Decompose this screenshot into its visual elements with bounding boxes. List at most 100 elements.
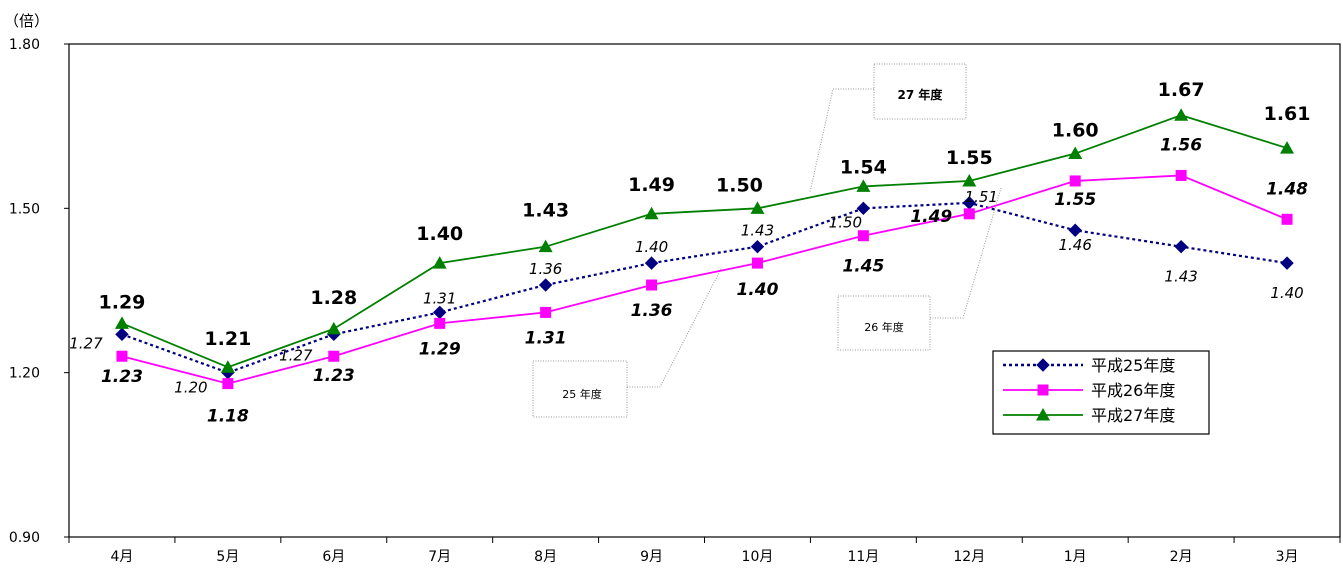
data-label-series-3: 1.29 [99, 291, 146, 313]
data-label-series-1: 1.20 [174, 379, 207, 397]
data-label-series-3: 1.50 [716, 174, 763, 196]
data-label-series-3: 1.21 [204, 328, 251, 350]
annotation-label: 27 年度 [898, 87, 944, 102]
data-label-series-2: 1.55 [1054, 190, 1096, 210]
data-label-series-2: 1.29 [419, 339, 461, 359]
data-label-series-3: 1.55 [946, 147, 993, 169]
data-label-series-3: 1.67 [1158, 79, 1205, 101]
x-tick-label: 10月 [742, 549, 774, 565]
data-label-series-2: 1.49 [910, 207, 952, 227]
marker-square [222, 378, 234, 390]
data-label-series-2: 1.18 [207, 407, 249, 427]
data-label-series-1: 1.31 [423, 289, 456, 307]
series-line-3 [121, 114, 1288, 369]
data-label-series-3: 1.28 [310, 287, 357, 309]
marker-diamond [1068, 223, 1082, 237]
annotation-box [837, 295, 931, 351]
marker-square [328, 350, 340, 362]
series-group [114, 108, 1295, 390]
data-label-series-1: 1.43 [1164, 268, 1197, 286]
y-tick-label: 1.80 [9, 37, 40, 53]
marker-square [116, 350, 128, 362]
data-label-series-1: 1.27 [279, 346, 313, 364]
data-label-series-2: 1.36 [631, 301, 673, 321]
plot-area [68, 43, 1341, 538]
y-tick-label: 0.90 [9, 530, 40, 546]
x-tick-label: 8月 [534, 549, 557, 565]
marker-diamond [1280, 256, 1294, 270]
marker-square [540, 306, 552, 318]
x-tick-label: 1月 [1064, 549, 1087, 565]
data-label-series-1: 1.27 [69, 334, 103, 352]
marker-square [1281, 213, 1293, 225]
data-label-series-3: 1.61 [1264, 103, 1311, 125]
marker-triangle [750, 201, 765, 214]
data-label-series-1: 1.51 [965, 188, 998, 206]
marker-triangle [432, 256, 447, 269]
annotation-leader-line [809, 88, 874, 193]
y-tick-label: 1.20 [9, 366, 40, 382]
x-tick-label: 2月 [1170, 549, 1193, 565]
marker-triangle [220, 360, 235, 373]
annotation-box [873, 63, 967, 120]
data-label-series-3: 1.49 [628, 174, 675, 196]
marker-triangle [1280, 141, 1295, 154]
x-tick-label: 12月 [953, 549, 985, 565]
marker-triangle [962, 173, 977, 187]
x-tick-label: 4月 [110, 549, 133, 565]
legend-label-1: 平成25年度 [1091, 356, 1175, 375]
series-line-1 [121, 201, 1288, 374]
data-label-series-3: 1.60 [1052, 120, 1099, 142]
marker-triangle [538, 239, 553, 253]
series-line-2 [121, 174, 1288, 385]
x-tick-label: 7月 [428, 549, 451, 565]
x-tick-label: 9月 [640, 549, 663, 565]
annotation-leader-line [627, 266, 723, 388]
marker-triangle [1036, 408, 1050, 421]
marker-triangle [326, 321, 341, 335]
marker-square [646, 279, 658, 291]
data-label-series-1: 1.46 [1059, 236, 1092, 254]
annotation-box [532, 360, 628, 418]
y-tick-label: 1.50 [9, 201, 40, 217]
marker-square [857, 230, 869, 242]
marker-diamond [750, 239, 765, 254]
data-label-series-1: 1.36 [529, 260, 562, 278]
x-tick-label: 11月 [847, 549, 879, 565]
data-label-series-2: 1.40 [736, 280, 778, 300]
data-label-series-1: 1.50 [829, 213, 862, 231]
data-label-series-3: 1.40 [416, 223, 463, 245]
annotation-label: 25 年度 [562, 387, 602, 401]
marker-diamond [538, 278, 553, 292]
marker-triangle [1068, 146, 1083, 160]
marker-triangle [114, 316, 129, 329]
data-label-series-3: 1.54 [840, 156, 887, 178]
marker-square [1069, 175, 1081, 187]
data-label-series-1: 1.40 [635, 238, 668, 256]
data-label-series-2: 1.56 [1160, 135, 1202, 155]
marker-square [963, 208, 975, 220]
marker-triangle [1174, 108, 1189, 121]
marker-square [1037, 384, 1049, 396]
annotations: 25 年度 26 年度 27 年度 [532, 63, 1002, 418]
marker-diamond [1174, 239, 1188, 254]
annotation-label: 26 年度 [864, 320, 904, 334]
marker-square [751, 257, 763, 269]
marker-diamond [1036, 358, 1050, 372]
x-tick-label: 3月 [1276, 549, 1299, 565]
data-labels: 1.27 1.20 1.27 1.31 1.36 1.40 1.43 1.50 1.51 1.46… [69, 79, 1310, 426]
data-label-series-2: 1.48 [1266, 179, 1308, 199]
axes-ticks: 0.90 1.20 1.50 1.80 4月 5月 6月 7月 8月 9月 10月 11月 12月 1月 2… [9, 37, 1341, 565]
marker-triangle [856, 179, 871, 192]
data-label-series-2: 1.31 [525, 328, 567, 348]
marker-square [434, 317, 446, 329]
x-tick-label: 6月 [322, 549, 345, 565]
legend-label-2: 平成26年度 [1091, 381, 1175, 400]
data-label-series-3: 1.43 [522, 200, 569, 222]
x-tick-label: 5月 [216, 549, 239, 565]
data-label-series-2: 1.23 [313, 366, 355, 386]
data-label-series-1: 1.40 [1270, 284, 1303, 302]
y-unit-label: （倍） [4, 12, 49, 30]
data-label-series-2: 1.45 [842, 257, 884, 277]
